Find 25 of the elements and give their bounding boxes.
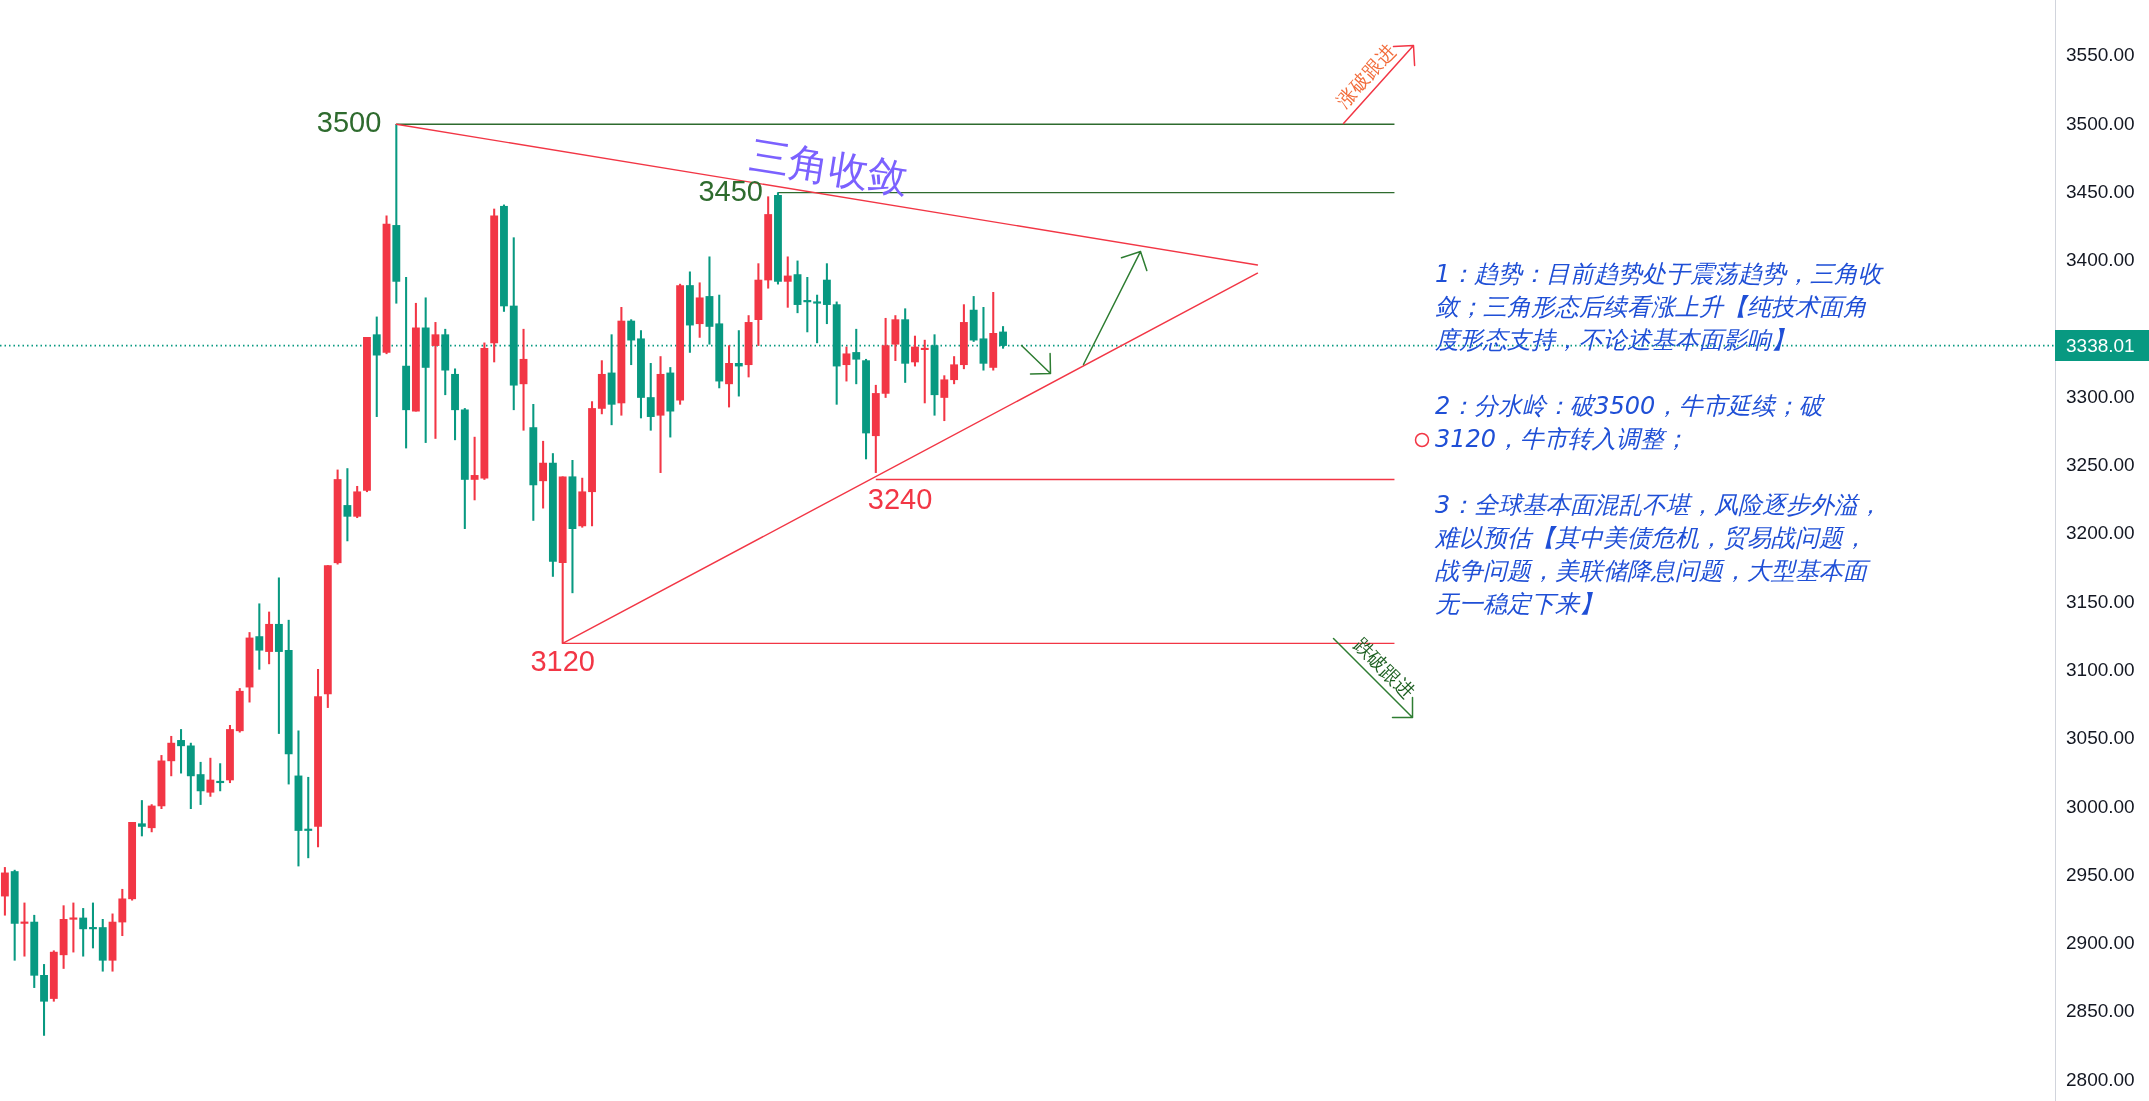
y-tick-label: 2850.00 — [2066, 1000, 2135, 1022]
y-tick-label: 3400.00 — [2066, 249, 2135, 271]
y-tick-label: 2800.00 — [2066, 1068, 2135, 1090]
y-tick-label: 3150.00 — [2066, 590, 2135, 612]
y-tick-label: 3500.00 — [2066, 112, 2135, 134]
ref-line-label: 3240 — [867, 482, 933, 515]
annotation: 跌破跟进 — [1349, 633, 1419, 703]
ref-line-label: 3338.01 — [2066, 334, 2135, 356]
y-tick-label: 3250.00 — [2066, 454, 2135, 476]
ref-line-label: 3450 — [698, 174, 763, 207]
y-tick-label: 3050.00 — [2066, 727, 2135, 749]
annotation: 1：趋势：目前趋势处于震荡趋势，三角收敛；三角形态后续看涨上升【纯技术面角度形态支持，不论述基本面影响】 — [1435, 259, 1885, 356]
y-tick-label: 2950.00 — [2066, 863, 2135, 885]
ref-line-label: 3120 — [530, 644, 595, 677]
y-tick-label: 2900.00 — [2066, 932, 2135, 954]
y-tick-label: 3450.00 — [2066, 180, 2135, 202]
y-tick-label: 3550.00 — [2066, 44, 2135, 66]
annotation: 涨破跟进 — [1332, 40, 1400, 112]
ref-line-label: 3500 — [316, 106, 382, 139]
y-tick-label: 3000.00 — [2066, 795, 2135, 817]
annotation: 3：全球基本面混乱不堪，风险逐步外溢，难以预估【其中美债危机，贸易战问题，战争问题，美联储降息问题，大型基本面无一稳定下来】 — [1435, 490, 1884, 620]
y-tick-label: 3100.00 — [2066, 658, 2135, 680]
y-tick-label: 3300.00 — [2066, 385, 2135, 407]
annotation: 2：分水岭：破3500，牛市延续；破3120，牛市转入调整； — [1435, 391, 1826, 455]
y-tick-label: 3200.00 — [2066, 522, 2135, 544]
